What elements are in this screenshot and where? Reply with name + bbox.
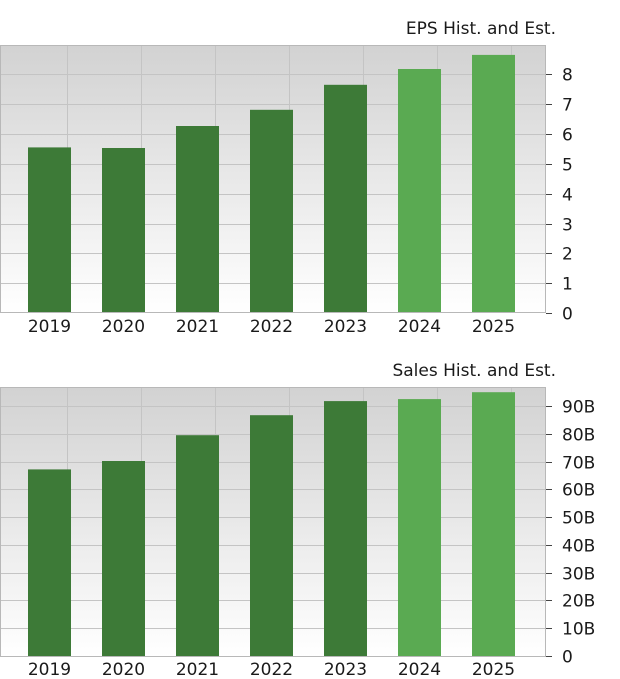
- eps-xtick-label-2020: 2020: [102, 317, 145, 337]
- sales-xtick-label-2025: 2025: [472, 660, 515, 679]
- sales-plot-frame: [0, 387, 546, 657]
- eps-ytick-label: 7: [562, 96, 573, 116]
- eps-y-axis: 0 1 2 3 4 5 6 7 8: [546, 66, 573, 325]
- sales-ytick-label: 40B: [562, 537, 595, 557]
- eps-bar-2024: [398, 69, 441, 313]
- sales-bar-2023: [324, 401, 367, 656]
- eps-bar-2019: [28, 147, 71, 313]
- eps-xtick-label-2024: 2024: [398, 317, 441, 337]
- sales-ytick-label: 20B: [562, 592, 595, 612]
- eps-ytick-label: 3: [562, 216, 573, 236]
- sales-xtick-label-2024: 2024: [398, 660, 441, 679]
- eps-ytick-label: 0: [562, 305, 573, 325]
- sales-bar-2019: [28, 469, 71, 656]
- sales-chart-title: Sales Hist. and Est.: [392, 361, 556, 381]
- eps-chart-title: EPS Hist. and Est.: [406, 19, 556, 39]
- sales-bar-2024: [398, 399, 441, 656]
- sales-bar-2021: [176, 435, 219, 656]
- sales-xtick-label-2019: 2019: [28, 660, 71, 679]
- sales-bar-2025: [472, 392, 515, 656]
- sales-ytick-label: 90B: [562, 398, 595, 418]
- sales-ytick-label: 70B: [562, 454, 595, 474]
- eps-xtick-label-2019: 2019: [28, 317, 71, 337]
- eps-ytick-label: 8: [562, 66, 573, 86]
- sales-ytick-label: 0: [562, 648, 573, 668]
- sales-xtick-label-2023: 2023: [324, 660, 367, 679]
- eps-bar-2020: [102, 148, 145, 313]
- sales-ytick-label: 10B: [562, 620, 595, 640]
- eps-xtick-label-2023: 2023: [324, 317, 367, 337]
- sales-y-axis: 0 10B 20B 30B 40B 50B 60B 70B 80B 90B: [546, 398, 595, 668]
- eps-ytick-label: 1: [562, 275, 573, 295]
- eps-xtick-label-2021: 2021: [176, 317, 219, 337]
- sales-ytick-label: 60B: [562, 481, 595, 501]
- sales-ytick-label: 50B: [562, 509, 595, 529]
- eps-bar-2022: [250, 109, 293, 313]
- eps-x-axis: 2019 2020 2021 2022 2023 2024 2025: [28, 317, 515, 337]
- eps-xtick-label-2022: 2022: [250, 317, 293, 337]
- eps-bar-2023: [324, 84, 367, 313]
- eps-ytick-label: 5: [562, 156, 573, 176]
- eps-bar-2021: [176, 126, 219, 313]
- eps-ytick-label: 4: [562, 186, 573, 206]
- sales-x-axis: 2019 2020 2021 2022 2023 2024 2025: [28, 660, 515, 679]
- eps-bars: [28, 54, 515, 314]
- eps-bar-2025: [472, 54, 515, 314]
- sales-xtick-label-2022: 2022: [250, 660, 293, 679]
- sales-xtick-label-2020: 2020: [102, 660, 145, 679]
- eps-plot-frame: [0, 45, 546, 313]
- sales-bar-2020: [102, 461, 145, 656]
- sales-bar-2022: [250, 415, 293, 656]
- eps-ytick-label: 2: [562, 245, 573, 265]
- sales-ytick-label: 80B: [562, 426, 595, 446]
- sales-chart: Sales Hist. and Est. 2019 2020 2021 2022 202…: [0, 361, 595, 679]
- eps-chart: EPS Hist. and Est. 2019 2020 2021 2022 2023 2…: [0, 19, 573, 337]
- sales-ytick-label: 30B: [562, 565, 595, 585]
- eps-xtick-label-2025: 2025: [472, 317, 515, 337]
- sales-bars: [28, 392, 515, 656]
- eps-ytick-label: 6: [562, 126, 573, 146]
- sales-xtick-label-2021: 2021: [176, 660, 219, 679]
